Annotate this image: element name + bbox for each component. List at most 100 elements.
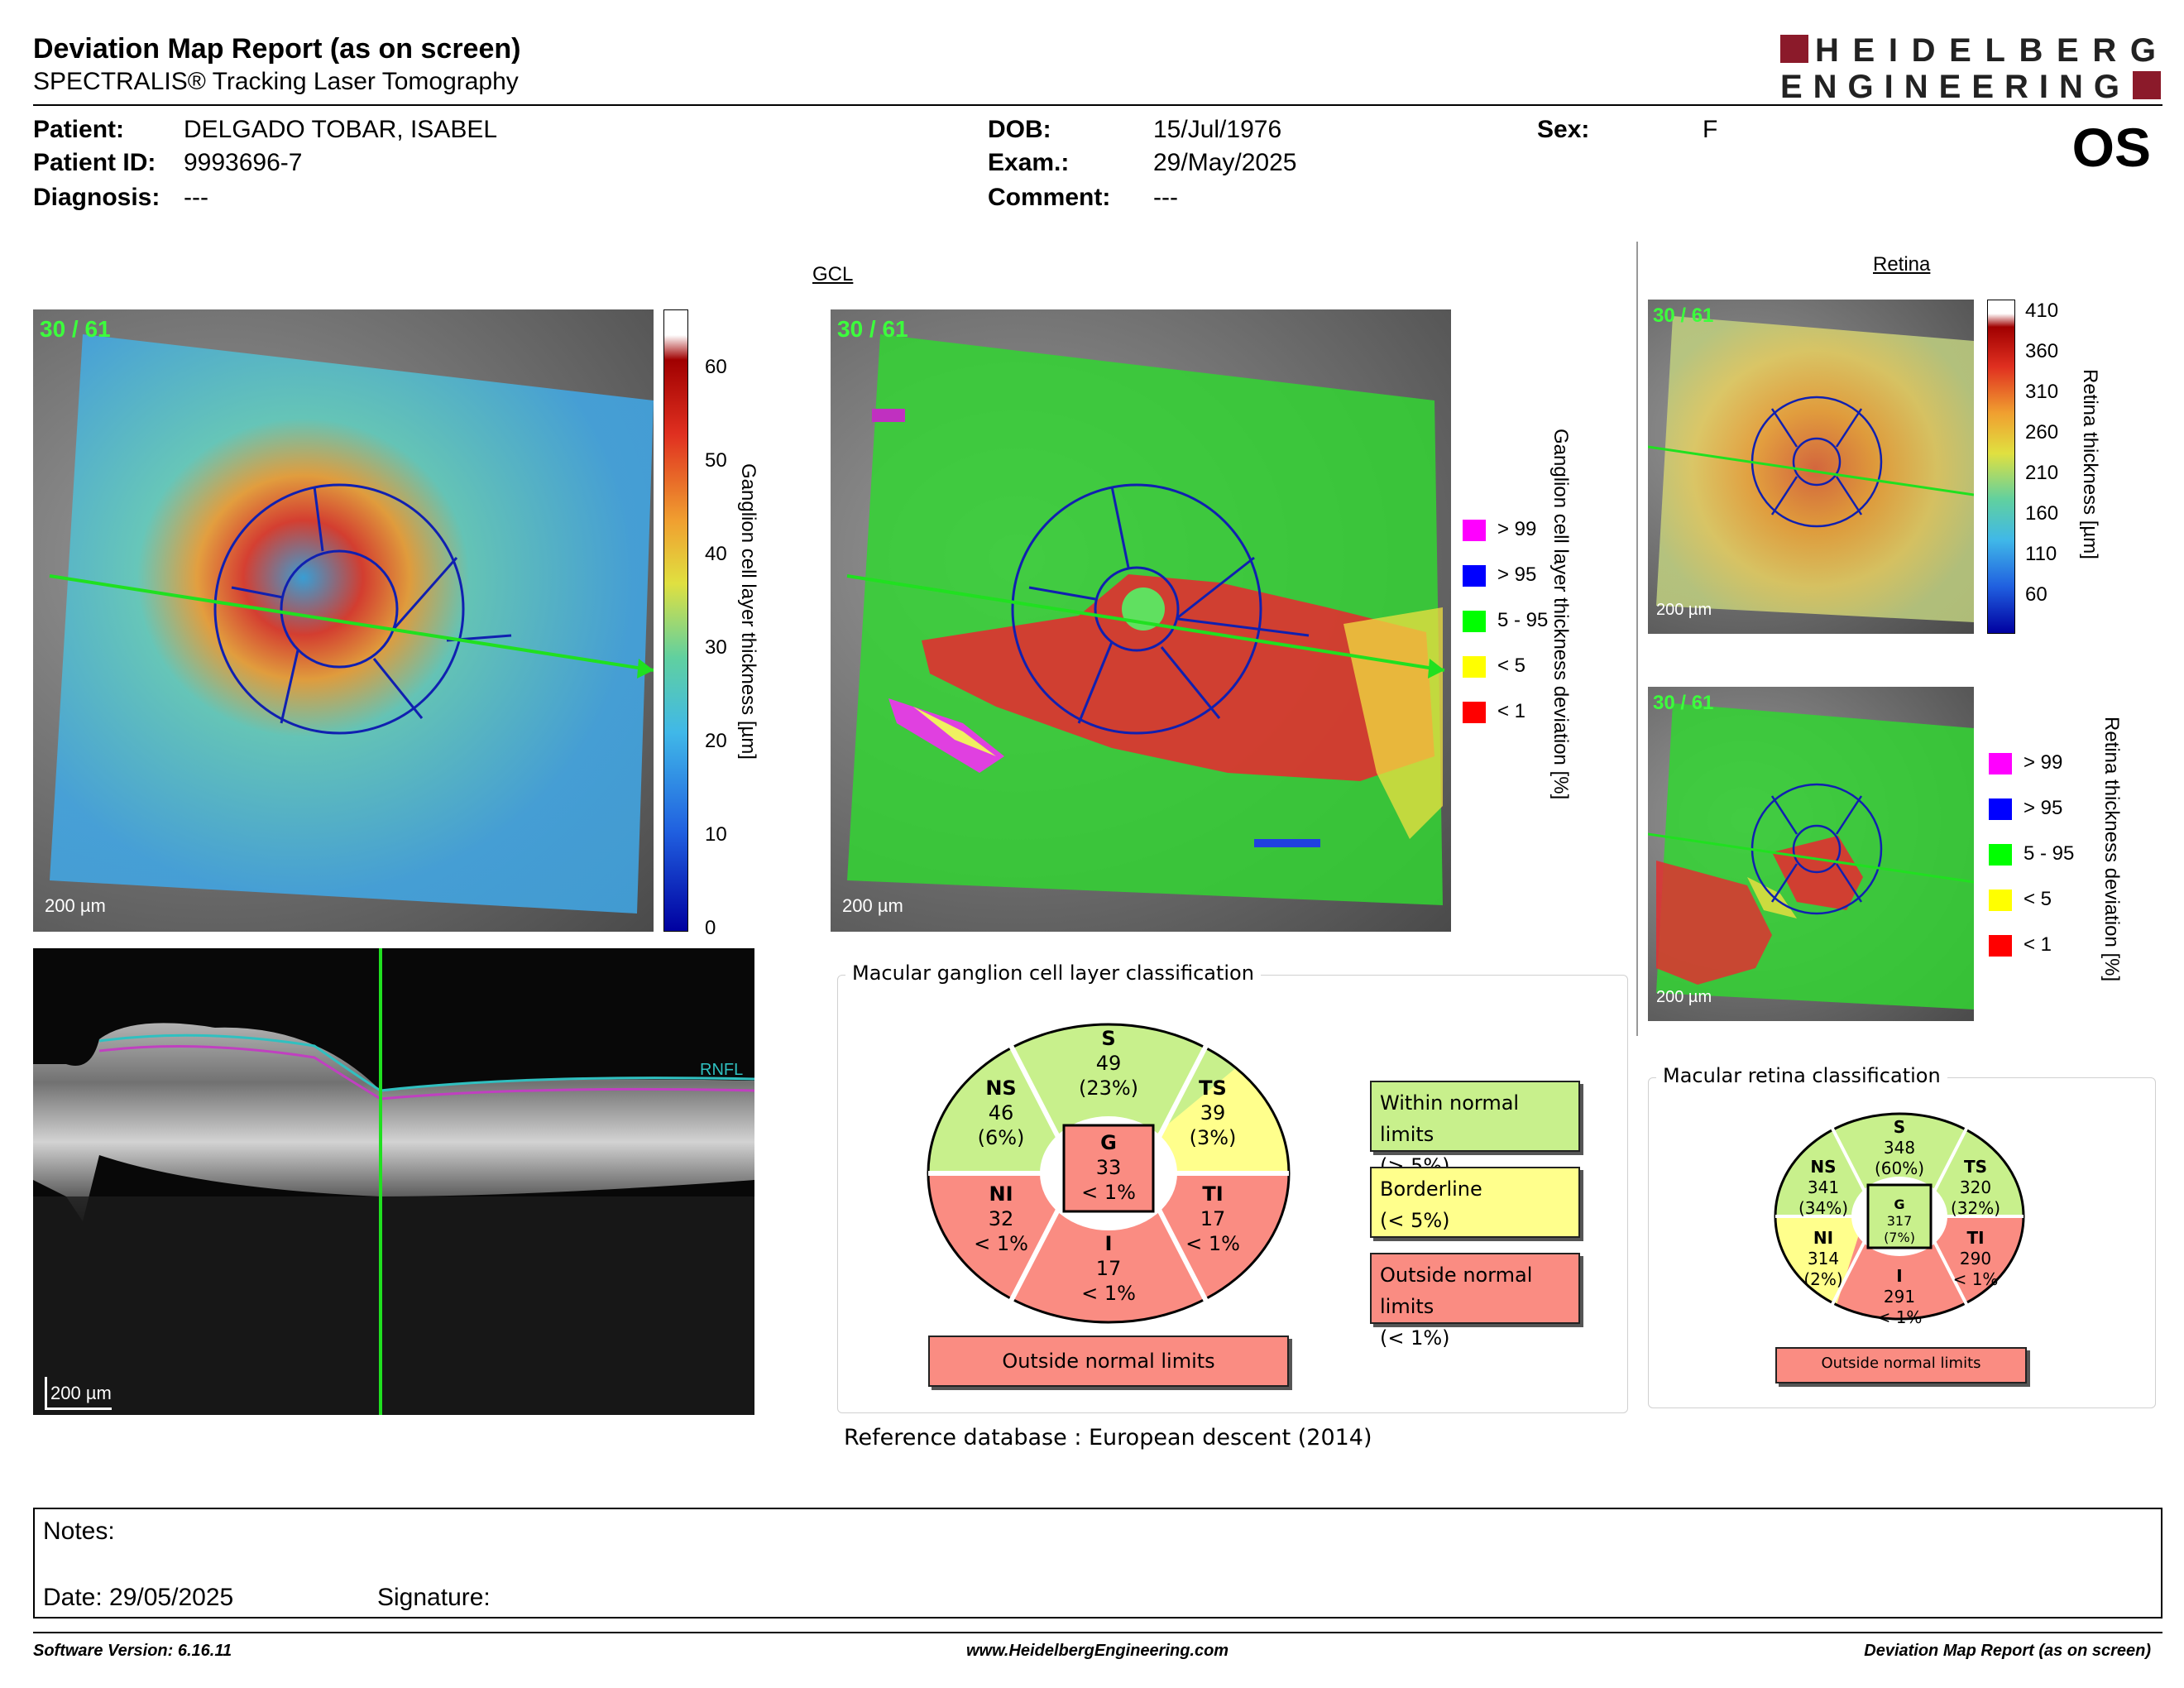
dob-value: 15/Jul/1976 — [1153, 116, 1282, 143]
scale-bar: 200 µm — [1656, 988, 1712, 1006]
diagnosis-value: --- — [184, 184, 208, 211]
retina-section-title: Retina — [1873, 253, 1931, 276]
legend-swatch — [1989, 844, 2012, 866]
oct-bscan: RNFL 200 µm — [33, 948, 754, 1415]
legend-label: 5 - 95 — [1497, 609, 1549, 631]
legend-swatch — [1463, 702, 1486, 723]
legend-label: > 99 — [1497, 518, 1537, 540]
colorbar-tick: 210 — [2025, 462, 2059, 484]
reference-database: Reference database : European descent (2… — [844, 1425, 1372, 1451]
colorbar-tick: 360 — [2025, 340, 2059, 362]
frame-counter: 30 / 61 — [40, 316, 111, 342]
legend-swatch — [1463, 520, 1486, 541]
frame-counter: 30 / 61 — [1653, 305, 1714, 327]
retina-thickness-map: 30 / 61 200 µm — [1648, 300, 1974, 634]
colorbar-tick: 30 — [705, 636, 727, 659]
gcl-sector-ni: NI 32 < 1% — [974, 1182, 1028, 1255]
section-divider — [1636, 242, 1638, 1036]
legend-label: > 95 — [2024, 797, 2063, 819]
retina-sector-ns: NS 341 (34%) — [1798, 1157, 1849, 1218]
legend-swatch — [1989, 935, 2012, 957]
gcl-sector-g: G 33 < 1% — [1081, 1131, 1136, 1204]
legend-label: < 1 — [2024, 933, 2052, 956]
company-website[interactable]: www.HeidelbergEngineering.com — [966, 1642, 1229, 1660]
retina-thickness-axis-label: Retina thickness [µm] — [2079, 369, 2101, 559]
colorbar-tick: 310 — [2025, 381, 2059, 403]
gcl-section-title: GCL — [812, 263, 854, 285]
scale-bar: 200 µm — [1656, 601, 1712, 619]
gcl-sector-ti: TI 17 < 1% — [1185, 1182, 1240, 1255]
header-divider — [33, 104, 2162, 106]
gcl-thickness-colorbar — [663, 309, 688, 932]
colorbar-tick: 60 — [705, 356, 727, 378]
legend-swatch — [1463, 611, 1486, 632]
scale-bar: 200 µm — [842, 895, 903, 916]
colorbar-tick: 110 — [2025, 543, 2057, 565]
company-logo: HEIDELBERG ENGINEERING — [1780, 31, 2162, 105]
legend-borderline: Borderline (< 5%) — [1370, 1167, 1580, 1238]
retina-sector-i: I 291 < 1% — [1876, 1266, 1923, 1327]
scale-bar: 200 µm — [45, 895, 106, 916]
gcl-deviation-axis-label: Ganglion cell layer thickness deviation … — [1549, 429, 1572, 800]
gcl-sector-ts: TS 39 (3%) — [1189, 1077, 1237, 1149]
notes-box: Notes: Date: 29/05/2025 Signature: — [33, 1508, 2162, 1618]
retina-sector-ti: TI 290 < 1% — [1952, 1228, 1999, 1289]
gcl-result-badge: Outside normal limits — [928, 1336, 1289, 1387]
scale-bar: 200 µm — [45, 1377, 112, 1410]
legend-label: > 95 — [1497, 563, 1537, 586]
frame-counter: 30 / 61 — [1653, 692, 1714, 714]
retina-sector-g: G 317 (7%) — [1884, 1196, 1915, 1245]
rnfl-layer-label: RNFL — [700, 1061, 744, 1079]
colorbar-tick: 50 — [705, 449, 727, 472]
colorbar-tick: 0 — [705, 917, 716, 939]
retina-sector-ni: NI 314 (2%) — [1803, 1228, 1843, 1289]
gcl-deviation-map: 30 / 61 200 µm — [831, 309, 1451, 932]
retina-sector-s: S 348 (60%) — [1874, 1117, 1925, 1178]
retina-result-badge: Outside normal limits — [1775, 1347, 2027, 1383]
patient-id-label: Patient ID: — [33, 149, 156, 176]
colorbar-tick: 160 — [2025, 502, 2059, 525]
gcl-classification-title: Macular ganglion cell layer classificati… — [845, 961, 1261, 985]
legend-label: 5 - 95 — [2024, 842, 2075, 865]
colorbar-tick: 410 — [2025, 300, 2059, 322]
diagnosis-label: Diagnosis: — [33, 184, 160, 211]
retina-sector-ts: TS 320 (32%) — [1950, 1157, 2001, 1218]
patient-id-value: 9993696-7 — [184, 149, 303, 176]
colorbar-tick: 40 — [705, 543, 727, 565]
retina-deviation-map: 30 / 61 200 µm — [1648, 687, 1974, 1021]
retina-sector-chart — [1774, 1112, 2025, 1321]
legend-swatch — [1989, 890, 2012, 911]
colorbar-tick: 20 — [705, 730, 727, 752]
svg-text:HEIDELBERG: HEIDELBERG — [1815, 32, 2161, 69]
colorbar-tick: 10 — [705, 823, 727, 846]
legend-outside-normal: Outside normal limits (< 1%) — [1370, 1253, 1580, 1350]
retina-deviation-axis-label: Retina thickness deviation [%] — [2100, 717, 2123, 982]
legend-swatch — [1463, 565, 1486, 587]
signature-label: Signature: — [377, 1584, 491, 1611]
sex-label: Sex: — [1537, 116, 1590, 143]
gcl-sector-i: I 17 < 1% — [1081, 1232, 1136, 1305]
notes-label: Notes: — [43, 1518, 115, 1545]
svg-text:ENGINEERING: ENGINEERING — [1780, 69, 2124, 103]
gcl-thickness-axis-label: Ganglion cell layer thickness [µm] — [737, 463, 759, 760]
comment-label: Comment: — [988, 184, 1111, 211]
gcl-thickness-map: 30 / 61 200 µm — [33, 309, 654, 932]
gcl-sector-chart — [927, 1023, 1291, 1324]
frame-counter: 30 / 61 — [837, 316, 908, 342]
date-label: Date: 29/05/2025 — [43, 1584, 234, 1611]
legend-label: < 5 — [1497, 655, 1526, 677]
report-title: Deviation Map Report (as on screen) — [33, 33, 521, 65]
retina-classification-title: Macular retina classification — [1656, 1064, 1947, 1087]
legend-label: < 5 — [2024, 888, 2052, 910]
legend-label: < 1 — [1497, 700, 1526, 722]
footer-divider — [33, 1632, 2162, 1633]
dob-label: DOB: — [988, 116, 1051, 143]
gcl-sector-ns: NS 46 (6%) — [977, 1077, 1025, 1149]
patient-label: Patient: — [33, 116, 125, 143]
retina-thickness-colorbar — [1987, 300, 2015, 634]
patient-value: DELGADO TOBAR, ISABEL — [184, 116, 498, 143]
legend-within-normal: Within normal limits (> 5%) — [1370, 1081, 1580, 1177]
legend-label: > 99 — [2024, 751, 2063, 774]
exam-value: 29/May/2025 — [1153, 149, 1297, 176]
report-subtitle: SPECTRALIS® Tracking Laser Tomography — [33, 68, 519, 95]
